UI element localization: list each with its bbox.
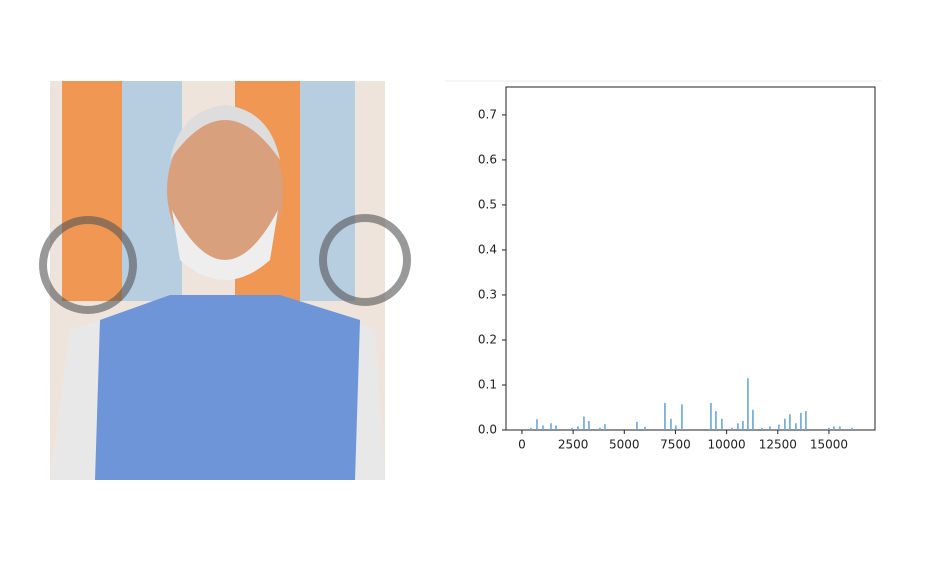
bar	[599, 427, 601, 430]
bar	[737, 423, 739, 430]
bar	[644, 426, 646, 430]
bar	[571, 427, 573, 430]
y-tick-label: 0.2	[478, 332, 497, 346]
bar	[851, 427, 853, 430]
bar	[800, 412, 802, 430]
bar	[795, 423, 797, 430]
bar	[805, 411, 807, 430]
bar	[769, 426, 771, 430]
bar	[789, 414, 791, 430]
y-tick-label: 0.5	[478, 197, 497, 211]
bar	[530, 427, 532, 430]
bar	[536, 419, 538, 430]
y-tick-label: 0.3	[478, 287, 497, 301]
y-tick-label: 0.6	[478, 152, 497, 166]
y-tick-label: 0.0	[478, 423, 497, 437]
bar	[715, 411, 717, 430]
bar	[555, 425, 557, 430]
y-tick-label: 0.1	[478, 377, 497, 391]
x-tick-label: 12500	[759, 438, 797, 452]
bar	[670, 418, 672, 430]
bar	[542, 425, 544, 430]
x-tick-label: 7500	[660, 438, 691, 452]
bar	[761, 427, 763, 430]
bar	[752, 409, 754, 430]
x-tick-label: 5000	[609, 438, 640, 452]
x-tick-label: 10000	[708, 438, 746, 452]
bar	[784, 418, 786, 430]
x-tick-label: 0	[518, 438, 526, 452]
photo	[39, 81, 411, 480]
bar	[778, 424, 780, 430]
bar	[664, 402, 666, 430]
bar	[550, 423, 552, 430]
bar	[742, 420, 744, 430]
bar	[833, 426, 835, 430]
bar	[604, 424, 606, 430]
bar	[710, 402, 712, 430]
bar	[828, 427, 830, 430]
x-tick-label: 2500	[558, 438, 589, 452]
y-tick-label: 0.4	[478, 242, 497, 256]
bar	[681, 404, 683, 430]
bar	[747, 378, 749, 430]
bar	[675, 425, 677, 430]
bar	[577, 426, 579, 430]
y-tick-label: 0.7	[478, 107, 497, 121]
bar	[721, 418, 723, 430]
plot-frame	[505, 86, 876, 431]
x-tick-label: 15000	[810, 438, 848, 452]
bar	[839, 426, 841, 430]
bar	[731, 427, 733, 430]
bar	[583, 416, 585, 430]
bar	[588, 420, 590, 430]
bar	[636, 421, 638, 430]
